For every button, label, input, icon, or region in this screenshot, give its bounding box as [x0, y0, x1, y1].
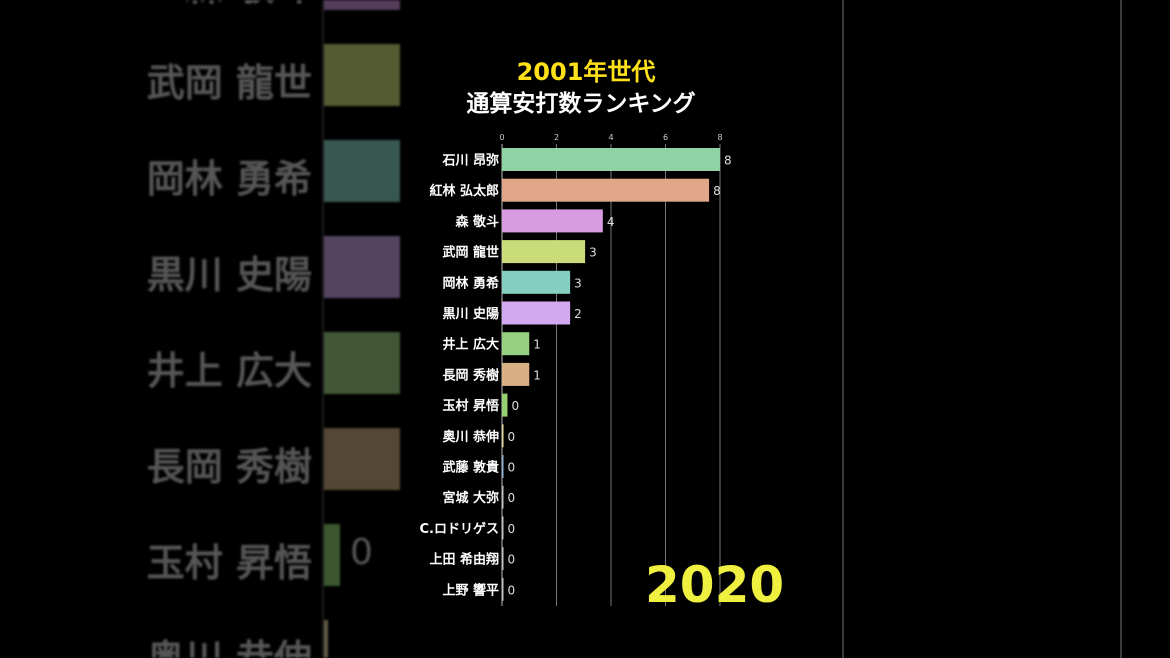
data-label: 0 — [508, 553, 516, 567]
background-bar — [324, 332, 400, 394]
data-label: 0 — [508, 583, 516, 597]
data-label: 1 — [533, 338, 541, 352]
background-bar — [324, 0, 400, 10]
background-bar — [324, 236, 400, 298]
data-label: 3 — [589, 246, 597, 260]
data-label: 0 — [508, 430, 516, 444]
background-row: 武岡 龍世 — [0, 44, 400, 106]
data-label: 0 — [508, 461, 516, 475]
bar — [502, 547, 504, 571]
x-tick-label: 6 — [663, 133, 668, 142]
background-name: 奥川 恭伸 — [147, 628, 312, 658]
data-label: 0 — [508, 491, 516, 505]
data-label: 0 — [511, 399, 519, 413]
background-row: 奥川 恭伸 — [0, 620, 400, 658]
background-bar — [324, 524, 340, 586]
x-tick-label: 0 — [499, 133, 504, 142]
background-row: 長岡 秀樹 — [0, 428, 400, 490]
background-name: 玉村 昇悟 — [146, 541, 312, 585]
background-name: 黒川 史陽 — [146, 253, 312, 297]
background-row: 岡林 勇希 — [0, 140, 400, 202]
category-label: 森 敬斗 — [455, 214, 499, 230]
bar — [502, 270, 571, 294]
category-label: 長岡 秀樹 — [442, 367, 499, 383]
data-label: 3 — [574, 276, 582, 290]
category-label: 石川 昂弥 — [441, 153, 499, 169]
category-label: 奥川 恭伸 — [442, 429, 499, 445]
background-name: 武岡 龍世 — [146, 61, 312, 105]
bar — [502, 393, 508, 417]
data-label: 0 — [508, 522, 516, 536]
background-axis-line — [322, 0, 324, 658]
bar — [502, 301, 571, 325]
bar — [502, 577, 504, 601]
year-label: 2020 — [645, 556, 785, 614]
category-label: 岡林 勇希 — [442, 275, 499, 291]
category-label: 井上 広大 — [442, 337, 499, 353]
bar — [502, 455, 504, 478]
category-label: 武岡 龍世 — [442, 245, 499, 261]
background-bar — [324, 140, 400, 202]
category-label: 紅林 弘太郎 — [429, 183, 499, 199]
x-tick-label: 4 — [608, 133, 613, 142]
category-label: C.ロドリゲス — [420, 521, 499, 537]
background-bar — [324, 44, 400, 106]
chart-title: 2001年世代 — [516, 58, 656, 86]
background-gridline — [1120, 0, 1122, 658]
background-name: 井上 広大 — [146, 349, 312, 393]
background-bar — [324, 428, 400, 490]
bar — [502, 516, 504, 540]
background-row: 森 敬斗 — [0, 0, 400, 10]
bar — [502, 485, 504, 509]
chart-subtitle: 通算安打数ランキング — [466, 91, 696, 117]
data-label: 8 — [724, 154, 732, 168]
x-tick-label: 8 — [717, 133, 722, 142]
background-name: 森 敬斗 — [185, 0, 312, 11]
background-name: 長岡 秀樹 — [146, 445, 312, 489]
bar — [502, 178, 710, 202]
background-row: 井上 広大 — [0, 332, 400, 394]
background-row: 玉村 昇悟 0 — [0, 524, 400, 586]
bar — [502, 148, 720, 171]
background-row: 黒川 史陽 — [0, 236, 400, 298]
bar — [502, 424, 504, 448]
bar — [502, 362, 530, 386]
category-label: 武藤 敦貴 — [442, 460, 499, 476]
data-label: 1 — [533, 368, 541, 382]
category-label: 黒川 史陽 — [442, 306, 499, 322]
bar — [502, 240, 586, 264]
category-label: 玉村 昇悟 — [442, 398, 499, 414]
category-label: 上田 希由翔 — [429, 552, 499, 568]
bar — [502, 332, 530, 356]
x-tick-label: 2 — [554, 133, 559, 142]
background-value: 0 — [350, 532, 373, 573]
background-bar — [324, 620, 328, 658]
data-label: 4 — [607, 215, 615, 229]
background-name: 岡林 勇希 — [146, 157, 312, 201]
category-label: 宮城 大弥 — [442, 490, 499, 506]
data-label: 2 — [574, 307, 582, 321]
bar — [502, 209, 603, 233]
data-label: 8 — [713, 184, 721, 198]
category-label: 上野 響平 — [442, 582, 499, 598]
background-gridline — [842, 0, 844, 658]
